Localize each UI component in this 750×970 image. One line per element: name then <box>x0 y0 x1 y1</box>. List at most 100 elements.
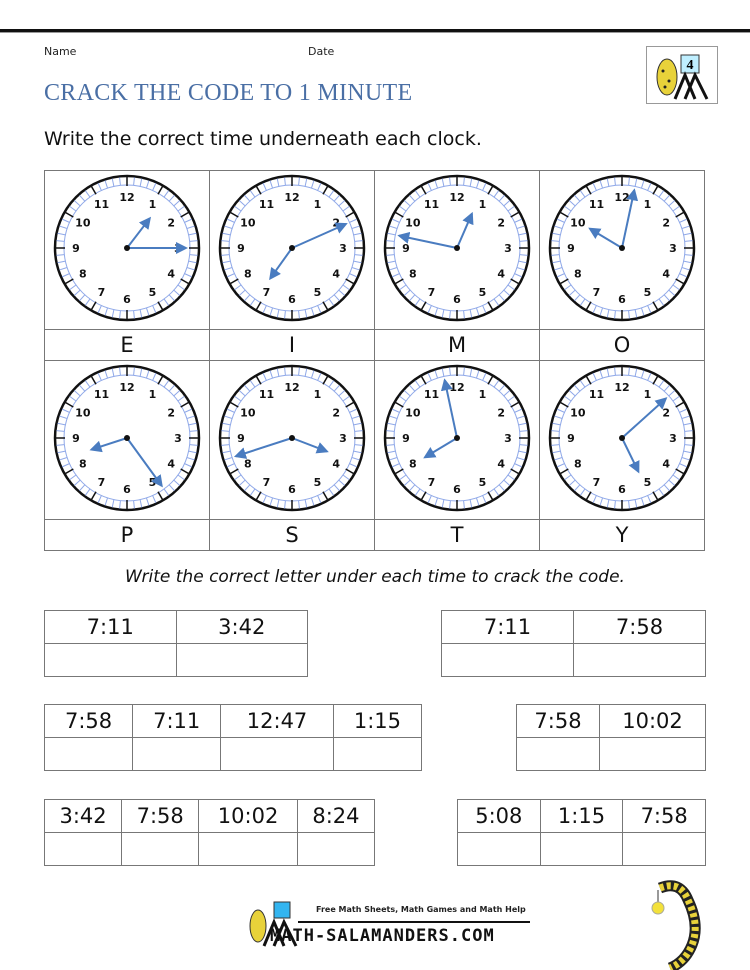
minute-tick <box>556 408 565 413</box>
minute-tick <box>177 205 185 212</box>
minute-tick <box>574 294 581 302</box>
minute-tick <box>57 260 66 264</box>
minute-tick <box>386 444 395 446</box>
answer-box[interactable] <box>44 643 177 677</box>
minute-tick <box>234 395 242 402</box>
hour-numeral: 2 <box>167 407 175 420</box>
clock-center <box>124 435 130 441</box>
minute-tick <box>579 298 586 306</box>
minute-tick <box>234 284 242 291</box>
hour-numeral: 8 <box>244 458 252 471</box>
minute-tick <box>556 218 565 223</box>
minute-tick <box>579 488 586 496</box>
minute-tick <box>180 278 189 285</box>
minute-tick <box>386 430 395 432</box>
minute-tick <box>469 178 473 187</box>
minute-tick <box>493 298 500 306</box>
answer-box[interactable] <box>220 737 334 771</box>
clock-center <box>454 435 460 441</box>
minute-tick <box>349 463 358 468</box>
minute-tick <box>599 307 604 316</box>
hour-numeral: 12 <box>449 381 464 394</box>
answer-box[interactable] <box>175 643 308 677</box>
minute-tick <box>564 474 572 481</box>
minute-tick <box>353 422 362 426</box>
minute-tick <box>284 500 286 509</box>
minute-tick <box>518 232 527 236</box>
answer-box[interactable] <box>132 737 222 771</box>
minute-tick <box>487 301 494 310</box>
minute-tick <box>663 384 670 392</box>
hour-numeral: 9 <box>402 242 410 255</box>
minute-tick <box>554 456 563 461</box>
minute-tick <box>516 456 525 461</box>
minute-tick <box>403 200 411 207</box>
clock-center <box>124 245 130 251</box>
minute-tick <box>519 444 528 446</box>
minute-tick <box>658 488 665 496</box>
answer-box[interactable] <box>622 832 706 866</box>
minute-tick <box>342 474 350 481</box>
minute-tick <box>628 500 630 509</box>
minute-tick <box>420 491 427 500</box>
minute-tick <box>386 240 395 242</box>
minute-tick <box>186 415 195 420</box>
minute-tick <box>475 307 480 316</box>
hour-numeral: 11 <box>424 198 439 211</box>
minute-tick <box>482 305 487 314</box>
minute-tick <box>163 298 170 306</box>
minute-tick <box>152 182 157 191</box>
minute-tick <box>145 370 150 379</box>
hour-numeral: 2 <box>332 407 340 420</box>
answer-box[interactable] <box>296 832 376 866</box>
minute-tick <box>663 294 670 302</box>
minute-tick <box>463 177 465 186</box>
minute-tick <box>640 307 645 316</box>
minute-tick <box>434 180 439 189</box>
minute-tick <box>349 218 358 223</box>
minute-tick <box>157 186 164 195</box>
minute-tick <box>244 484 251 492</box>
minute-tick <box>255 376 262 385</box>
code-time: 7:58 <box>43 704 134 738</box>
minute-tick <box>679 273 688 278</box>
minute-tick <box>599 497 604 506</box>
answer-box[interactable] <box>198 832 298 866</box>
minute-tick <box>519 430 528 432</box>
minute-tick <box>684 254 693 256</box>
answer-box[interactable] <box>516 737 600 771</box>
minute-tick <box>133 367 135 376</box>
minute-tick <box>399 205 407 212</box>
minute-tick <box>647 305 652 314</box>
minute-tick <box>389 415 398 420</box>
minute-tick <box>317 182 322 191</box>
answer-box[interactable] <box>457 832 541 866</box>
answer-box[interactable] <box>598 737 707 771</box>
hour-numeral: 7 <box>593 286 601 299</box>
hour-numeral: 7 <box>593 476 601 489</box>
minute-tick <box>157 376 164 385</box>
answer-box[interactable] <box>43 832 123 866</box>
minute-tick <box>255 491 262 500</box>
minute-tick <box>345 211 354 218</box>
answer-box[interactable] <box>332 737 423 771</box>
answer-box[interactable] <box>441 643 574 677</box>
minute-tick <box>469 499 473 508</box>
hour-numeral: 1 <box>479 388 487 401</box>
hour-numeral: 6 <box>288 293 296 306</box>
answer-box[interactable] <box>573 643 706 677</box>
minute-tick <box>681 266 690 271</box>
minute-tick <box>353 232 362 236</box>
minute-tick <box>554 415 563 420</box>
code-time: 1:15 <box>332 704 423 738</box>
answer-box[interactable] <box>43 737 134 771</box>
minute-tick <box>399 474 407 481</box>
answer-box[interactable] <box>121 832 200 866</box>
hour-numeral: 12 <box>119 191 134 204</box>
answer-box[interactable] <box>539 832 624 866</box>
hour-numeral: 12 <box>284 381 299 394</box>
minute-tick <box>145 497 150 506</box>
minute-tick <box>61 408 70 413</box>
